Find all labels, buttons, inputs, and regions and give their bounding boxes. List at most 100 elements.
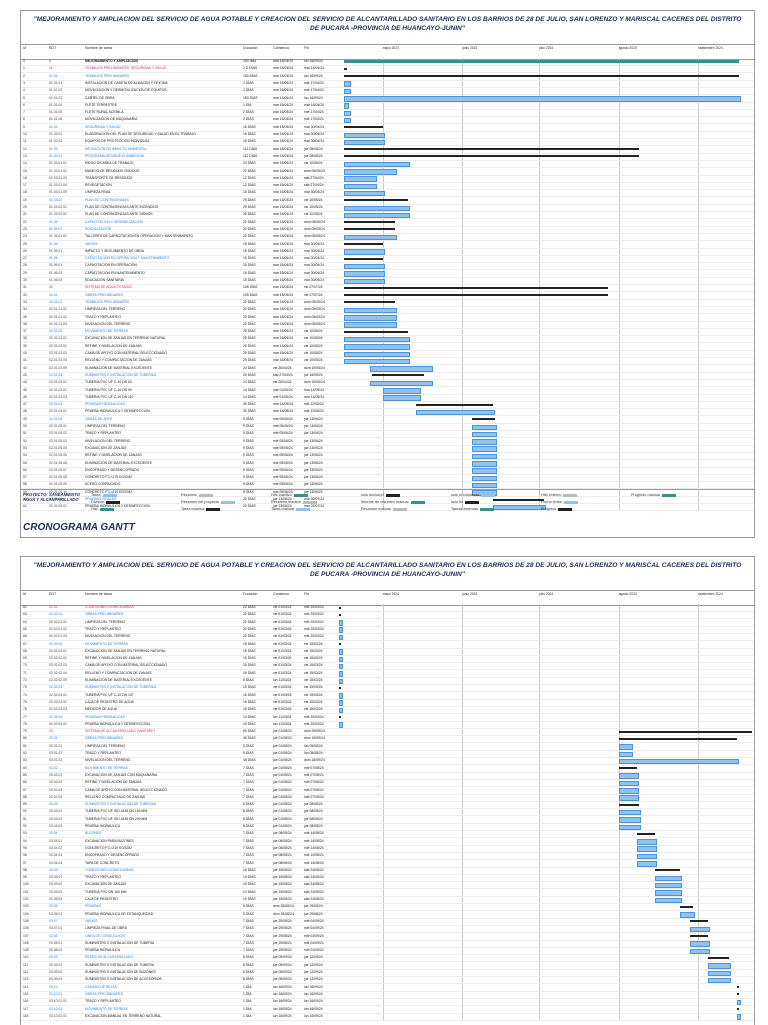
- task-bar[interactable]: [472, 431, 498, 438]
- task-bar[interactable]: [344, 169, 398, 175]
- task-bar[interactable]: [618, 780, 639, 787]
- summary-bar[interactable]: [344, 286, 609, 289]
- task-bar[interactable]: [736, 999, 742, 1006]
- task-bar[interactable]: [472, 453, 498, 460]
- task-bar[interactable]: [344, 132, 385, 138]
- task-bar[interactable]: [344, 176, 377, 182]
- summary-bar[interactable]: [736, 1008, 740, 1010]
- task-bar[interactable]: [472, 446, 498, 452]
- summary-bar[interactable]: [708, 956, 729, 959]
- task-bar[interactable]: [344, 234, 398, 241]
- task-bar[interactable]: [618, 788, 639, 794]
- summary-bar[interactable]: [339, 686, 341, 689]
- task-bar[interactable]: [339, 663, 343, 670]
- task-bar[interactable]: [472, 461, 498, 467]
- summary-bar[interactable]: [736, 993, 740, 996]
- task-bar[interactable]: [339, 700, 343, 706]
- task-bar[interactable]: [344, 183, 377, 190]
- task-bar[interactable]: [344, 278, 385, 284]
- task-bar[interactable]: [618, 751, 634, 757]
- task-bar[interactable]: [472, 482, 498, 489]
- task-bar[interactable]: [339, 707, 343, 714]
- task-bar[interactable]: [636, 853, 657, 860]
- summary-bar[interactable]: [344, 301, 396, 304]
- task-bar[interactable]: [382, 388, 421, 394]
- task-bar[interactable]: [369, 380, 434, 387]
- task-bar[interactable]: [690, 926, 711, 933]
- task-bar[interactable]: [339, 627, 343, 633]
- task-bar[interactable]: [339, 634, 343, 641]
- task-bar[interactable]: [344, 307, 398, 314]
- task-bar[interactable]: [344, 161, 411, 168]
- summary-bar[interactable]: [372, 374, 424, 377]
- task-bar[interactable]: [654, 890, 683, 896]
- summary-bar[interactable]: [344, 75, 740, 78]
- task-bar[interactable]: [680, 912, 695, 918]
- summary-bar[interactable]: [344, 228, 396, 231]
- task-bar[interactable]: [708, 977, 731, 984]
- task-bar[interactable]: [344, 271, 385, 277]
- summary-bar[interactable]: [344, 199, 409, 202]
- task-bar[interactable]: [636, 839, 657, 845]
- task-bar[interactable]: [344, 139, 385, 146]
- task-bar[interactable]: [339, 620, 343, 626]
- task-bar[interactable]: [618, 744, 634, 750]
- task-bar[interactable]: [415, 409, 495, 416]
- task-bar[interactable]: [339, 649, 343, 655]
- task-bar[interactable]: [344, 103, 349, 109]
- task-bar[interactable]: [339, 671, 343, 677]
- summary-bar[interactable]: [736, 986, 740, 989]
- task-bar[interactable]: [618, 795, 639, 801]
- summary-bar[interactable]: [690, 935, 709, 937]
- summary-bar[interactable]: [654, 869, 681, 872]
- summary-bar[interactable]: [344, 67, 347, 70]
- task-bar[interactable]: [690, 941, 711, 947]
- task-bar[interactable]: [618, 809, 642, 816]
- summary-bar[interactable]: [415, 403, 493, 406]
- task-bar[interactable]: [618, 758, 739, 765]
- task-bar[interactable]: [654, 882, 683, 889]
- task-bar[interactable]: [618, 817, 642, 823]
- task-bar[interactable]: [339, 722, 343, 728]
- summary-bar[interactable]: [618, 767, 637, 770]
- summary-bar[interactable]: [339, 606, 341, 609]
- summary-bar[interactable]: [618, 803, 640, 806]
- task-bar[interactable]: [690, 948, 711, 955]
- summary-bar[interactable]: [618, 737, 737, 740]
- task-bar[interactable]: [654, 897, 683, 903]
- task-bar[interactable]: [344, 358, 411, 365]
- task-bar[interactable]: [344, 344, 411, 350]
- task-bar[interactable]: [708, 963, 731, 969]
- task-bar[interactable]: [472, 439, 498, 445]
- task-bar[interactable]: [708, 970, 731, 976]
- task-bar[interactable]: [344, 249, 385, 255]
- summary-bar[interactable]: [344, 257, 383, 260]
- summary-bar[interactable]: [344, 148, 640, 151]
- task-bar[interactable]: [344, 96, 742, 102]
- summary-bar[interactable]: [344, 330, 409, 333]
- summary-bar[interactable]: [344, 126, 383, 129]
- task-bar[interactable]: [654, 875, 683, 882]
- summary-bar[interactable]: [690, 920, 709, 923]
- task-bar[interactable]: [618, 773, 639, 779]
- task-bar[interactable]: [344, 81, 352, 87]
- task-bar[interactable]: [344, 88, 352, 95]
- task-bar[interactable]: [344, 351, 411, 357]
- summary-bar[interactable]: [344, 59, 740, 63]
- summary-bar[interactable]: [339, 716, 341, 718]
- task-bar[interactable]: [636, 861, 657, 867]
- task-bar[interactable]: [736, 1014, 742, 1020]
- summary-bar[interactable]: [344, 243, 383, 245]
- task-bar[interactable]: [472, 424, 498, 430]
- task-bar[interactable]: [344, 336, 411, 343]
- task-bar[interactable]: [344, 212, 411, 219]
- task-bar[interactable]: [344, 190, 385, 197]
- summary-bar[interactable]: [636, 832, 655, 835]
- summary-bar[interactable]: [344, 221, 396, 224]
- task-bar[interactable]: [618, 824, 642, 830]
- task-bar[interactable]: [344, 117, 352, 124]
- summary-bar[interactable]: [492, 498, 545, 501]
- task-bar[interactable]: [344, 263, 385, 270]
- task-bar[interactable]: [344, 315, 398, 321]
- task-bar[interactable]: [339, 656, 343, 663]
